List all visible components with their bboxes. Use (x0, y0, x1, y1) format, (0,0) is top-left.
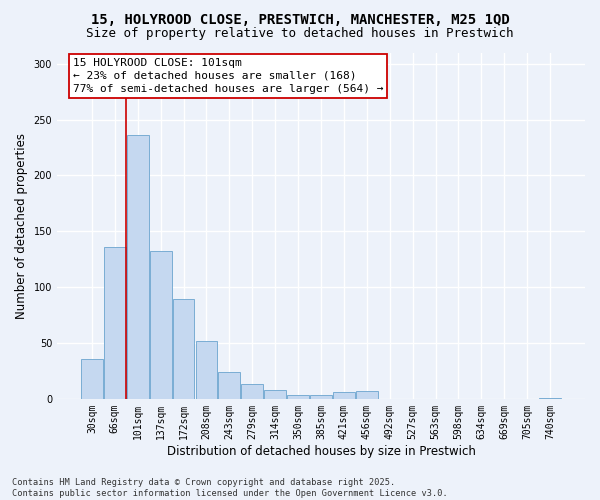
Text: Size of property relative to detached houses in Prestwich: Size of property relative to detached ho… (86, 28, 514, 40)
Text: 15, HOLYROOD CLOSE, PRESTWICH, MANCHESTER, M25 1QD: 15, HOLYROOD CLOSE, PRESTWICH, MANCHESTE… (91, 12, 509, 26)
Y-axis label: Number of detached properties: Number of detached properties (15, 132, 28, 318)
Bar (196, 340, 217, 399)
Bar (150, 252, 172, 399)
Bar (173, 300, 194, 399)
Bar (265, 390, 286, 399)
Bar (310, 396, 332, 399)
Bar (104, 247, 126, 399)
Bar (287, 396, 309, 399)
Bar (127, 135, 149, 399)
Bar (539, 398, 561, 399)
Bar (356, 391, 378, 399)
Bar (218, 372, 240, 399)
Text: Contains HM Land Registry data © Crown copyright and database right 2025.
Contai: Contains HM Land Registry data © Crown c… (12, 478, 448, 498)
Text: 15 HOLYROOD CLOSE: 101sqm
← 23% of detached houses are smaller (168)
77% of semi: 15 HOLYROOD CLOSE: 101sqm ← 23% of detac… (73, 58, 383, 94)
X-axis label: Distribution of detached houses by size in Prestwich: Distribution of detached houses by size … (167, 444, 475, 458)
Bar (241, 384, 263, 399)
Bar (81, 358, 103, 399)
Bar (333, 392, 355, 399)
